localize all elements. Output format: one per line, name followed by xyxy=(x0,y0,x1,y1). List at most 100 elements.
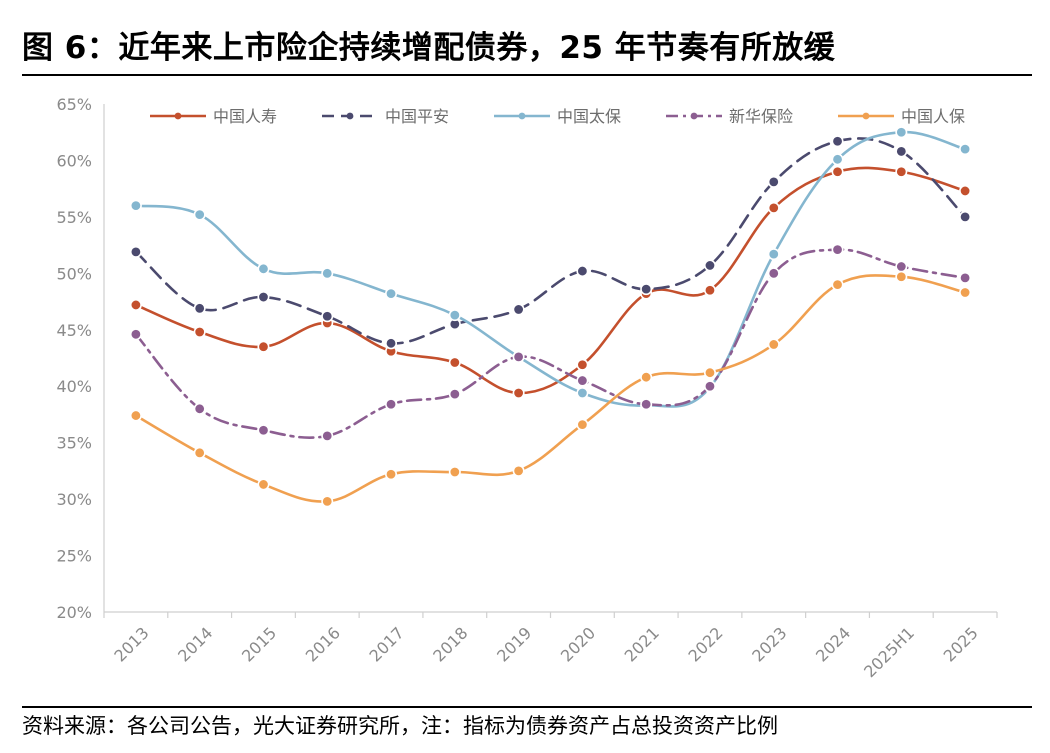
legend-item: 新华保险 xyxy=(666,107,793,126)
data-point xyxy=(193,208,206,221)
data-point xyxy=(959,210,972,223)
data-point xyxy=(129,245,142,258)
data-point xyxy=(193,326,206,339)
legend-item: 中国平安 xyxy=(322,107,449,126)
data-point xyxy=(767,267,780,280)
legend-marker xyxy=(690,112,698,120)
data-point xyxy=(831,165,844,178)
data-point xyxy=(767,201,780,214)
data-point xyxy=(576,358,589,371)
data-point xyxy=(129,199,142,212)
series-group xyxy=(129,126,972,508)
data-point xyxy=(703,259,716,272)
data-point xyxy=(895,260,908,273)
data-point xyxy=(576,265,589,278)
data-point xyxy=(959,143,972,156)
y-tick-label: 65% xyxy=(56,95,92,114)
data-point xyxy=(895,126,908,139)
data-point xyxy=(895,270,908,283)
legend-item: 中国人保 xyxy=(838,107,965,126)
data-point xyxy=(257,262,270,275)
series-line xyxy=(134,274,967,503)
source-note: 资料来源：各公司公告，光大证券研究所，注：指标为债券资产占总投资资产比例 xyxy=(22,714,778,738)
x-tick-label: 2019 xyxy=(493,623,535,665)
data-point xyxy=(385,287,398,300)
data-point xyxy=(193,446,206,459)
y-axis: 20% 25% 30% 35% 40% 45% 50% 55% 60% 65% xyxy=(56,95,105,622)
data-point xyxy=(703,366,716,379)
y-tick-label: 60% xyxy=(56,151,92,170)
y-tick-label: 50% xyxy=(56,264,92,283)
data-point xyxy=(959,184,972,197)
data-point xyxy=(385,398,398,411)
x-tick-label: 2018 xyxy=(429,623,471,665)
figure-title: 图 6：近年来上市险企持续增配债券，25 年节奏有所放缓 xyxy=(22,30,836,66)
data-point xyxy=(959,286,972,299)
y-tick-label: 35% xyxy=(56,434,92,453)
x-tick-label: 2014 xyxy=(174,623,216,665)
data-point xyxy=(512,303,525,316)
data-point xyxy=(512,350,525,363)
data-point xyxy=(129,328,142,341)
y-tick-label: 55% xyxy=(56,208,92,227)
data-point xyxy=(321,429,334,442)
data-point xyxy=(193,402,206,415)
data-point xyxy=(129,298,142,311)
legend-label: 中国人寿 xyxy=(213,107,277,126)
data-point xyxy=(385,468,398,481)
series-line xyxy=(134,130,967,408)
data-point xyxy=(703,284,716,297)
data-point xyxy=(576,386,589,399)
legend-marker xyxy=(346,112,354,120)
data-point xyxy=(831,278,844,291)
x-tick-label: 2013 xyxy=(110,623,152,665)
legend-label: 中国太保 xyxy=(557,107,621,126)
data-point xyxy=(831,153,844,166)
series-2 xyxy=(129,135,972,350)
legend-label: 中国平安 xyxy=(385,107,449,126)
data-point xyxy=(895,165,908,178)
series-line xyxy=(134,248,967,439)
data-point xyxy=(576,374,589,387)
data-point xyxy=(640,371,653,384)
series-5 xyxy=(129,270,972,508)
data-point xyxy=(512,386,525,399)
data-point xyxy=(703,380,716,393)
legend-item: 中国人寿 xyxy=(150,107,277,126)
data-point xyxy=(321,495,334,508)
x-tick-label: 2022 xyxy=(684,623,726,665)
data-point xyxy=(831,243,844,256)
y-tick-label: 30% xyxy=(56,490,92,509)
data-point xyxy=(129,409,142,422)
data-point xyxy=(767,338,780,351)
data-point xyxy=(576,418,589,431)
data-point xyxy=(257,291,270,304)
legend: 中国人寿 中国平安 中国太保 新华保险 中国人保 xyxy=(150,107,965,126)
y-tick-label: 45% xyxy=(56,321,92,340)
x-tick-label: 2023 xyxy=(748,623,790,665)
legend-item: 中国太保 xyxy=(494,107,621,126)
y-tick-label: 40% xyxy=(56,377,92,396)
data-point xyxy=(448,356,461,369)
legend-label: 新华保险 xyxy=(729,107,793,126)
data-point xyxy=(895,145,908,158)
line-chart: 中国人寿 中国平安 中国太保 新华保险 中国人保 20% 25% 30% 35% 40% 45% 5… xyxy=(56,95,998,681)
data-point xyxy=(831,135,844,148)
legend-marker xyxy=(518,112,526,120)
data-point xyxy=(448,466,461,479)
data-point xyxy=(257,424,270,437)
x-tick-label: 2016 xyxy=(302,623,344,665)
title-rule xyxy=(22,74,1032,76)
x-tick-label: 2015 xyxy=(238,623,280,665)
data-point xyxy=(640,283,653,296)
series-line xyxy=(134,166,967,395)
legend-label: 中国人保 xyxy=(901,107,965,126)
x-tick-label: 2024 xyxy=(812,623,854,665)
data-point xyxy=(257,340,270,353)
x-tick-label: 2020 xyxy=(557,623,599,665)
data-point xyxy=(257,478,270,491)
source-rule xyxy=(22,706,1032,708)
data-point xyxy=(448,309,461,322)
x-tick-label: 2021 xyxy=(621,623,663,665)
x-tick-label: 2025 xyxy=(940,623,982,665)
